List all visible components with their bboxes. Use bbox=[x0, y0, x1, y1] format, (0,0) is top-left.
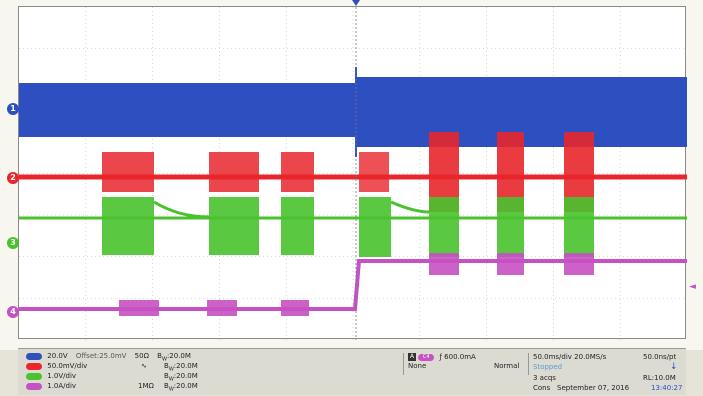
rising-edge-icon: ƒ bbox=[439, 353, 442, 361]
ch1-ground-marker[interactable]: 1 bbox=[7, 103, 19, 115]
ch2-scale: 50.0mV/div bbox=[47, 362, 88, 370]
ch4-scale: 1.0A/div bbox=[47, 382, 77, 390]
timebase-resolution: 50.0ns/pt bbox=[643, 353, 677, 361]
ch4-bw: BW:20.0M bbox=[164, 382, 198, 393]
acquisition-state: Stopped bbox=[533, 363, 563, 371]
ch3-trace bbox=[153, 200, 210, 219]
ch3-burst bbox=[359, 197, 391, 257]
ch4-burst bbox=[429, 253, 459, 275]
ch3-info-row[interactable]: 1.0V/div BW:20.0M bbox=[26, 372, 198, 382]
oscilloscope-display: 1 2 3 4 ◄ bbox=[0, 0, 703, 350]
ch2-bw: BW:20.0M bbox=[164, 362, 198, 373]
ch1-info-row[interactable]: 20.0V Offset:25.0mV 50Ω BW:20.0M bbox=[26, 352, 191, 362]
ch2-burst bbox=[281, 152, 314, 192]
ch4-info-row[interactable]: 1.0A/div 1MΩ BW:20.0M bbox=[26, 382, 198, 392]
ch3-burst bbox=[102, 197, 154, 255]
ch2-burst bbox=[359, 152, 389, 192]
ch4-burst bbox=[119, 300, 159, 316]
single-acquire-icon[interactable]: ↓ bbox=[670, 362, 678, 372]
ch1-coupling: 50Ω bbox=[134, 352, 149, 360]
ch2-info-row[interactable]: 50.0mV/div ∿ BW:20.0M bbox=[26, 362, 198, 372]
ch4-burst bbox=[207, 300, 237, 316]
ch2-coupling-icon: ∿ bbox=[141, 362, 147, 370]
trigger-level-marker[interactable]: ◄ bbox=[689, 282, 696, 292]
trigger-source: A bbox=[408, 353, 416, 361]
ch3-burst bbox=[209, 197, 259, 255]
ch2-burst bbox=[102, 152, 154, 192]
ch4-badge bbox=[26, 382, 42, 390]
ch1-bw: BW:20.0M bbox=[157, 352, 191, 363]
trigger-position-marker[interactable] bbox=[352, 0, 360, 6]
capture-time: 13:40:27 bbox=[651, 384, 683, 392]
trigger-channel: C4 bbox=[418, 353, 435, 361]
status-bar: 20.0V Offset:25.0mV 50Ω BW:20.0M 50.0mV/… bbox=[18, 348, 686, 395]
ch3-scale: 1.0V/div bbox=[47, 372, 77, 380]
timebase-rate: 50.0ms/div 20.0MS/s bbox=[533, 353, 607, 361]
ch4-ground-marker[interactable]: 4 bbox=[7, 306, 19, 318]
ch4-burst bbox=[281, 300, 309, 316]
ch3-ground-marker[interactable]: 3 bbox=[7, 237, 19, 249]
ch1-scale: 20.0V bbox=[47, 352, 68, 360]
ch2-badge bbox=[26, 362, 42, 370]
capture-date: September 07, 2016 bbox=[557, 384, 630, 392]
waveform-canvas bbox=[19, 7, 687, 340]
ch2-ground-marker[interactable]: 2 bbox=[7, 172, 19, 184]
ch3-bw: BW:20.0M bbox=[164, 372, 198, 383]
ch1-trace bbox=[19, 83, 355, 137]
correction-status: Cons bbox=[533, 384, 551, 392]
trigger-level: 600.0mA bbox=[444, 353, 476, 361]
trigger-mode-none: None bbox=[408, 362, 427, 370]
ch2-burst bbox=[209, 152, 259, 192]
ch3-burst bbox=[497, 197, 524, 257]
ch3-badge bbox=[26, 372, 42, 380]
trigger-mode-normal: Normal bbox=[494, 362, 520, 370]
ch3-trace bbox=[390, 200, 430, 214]
record-length: RL:10.0M bbox=[643, 374, 676, 382]
ch3-burst bbox=[429, 197, 459, 257]
ch1-offset: Offset:25.0mV bbox=[75, 352, 127, 360]
acquisition-count: 3 acqs bbox=[533, 374, 556, 382]
ch4-burst bbox=[497, 253, 524, 275]
ch4-coupling: 1MΩ bbox=[138, 382, 154, 390]
ch4-burst bbox=[564, 253, 594, 275]
ch3-burst bbox=[564, 197, 594, 257]
ch3-burst bbox=[281, 197, 314, 255]
trigger-panel[interactable]: A C4 ƒ 600.0mA None Normal bbox=[403, 353, 529, 375]
timebase-panel[interactable]: 50.0ms/div 20.0MS/s 50.0ns/pt Stopped ↓ … bbox=[533, 353, 683, 393]
ch1-badge bbox=[26, 352, 42, 360]
waveform-plot[interactable] bbox=[18, 6, 687, 340]
